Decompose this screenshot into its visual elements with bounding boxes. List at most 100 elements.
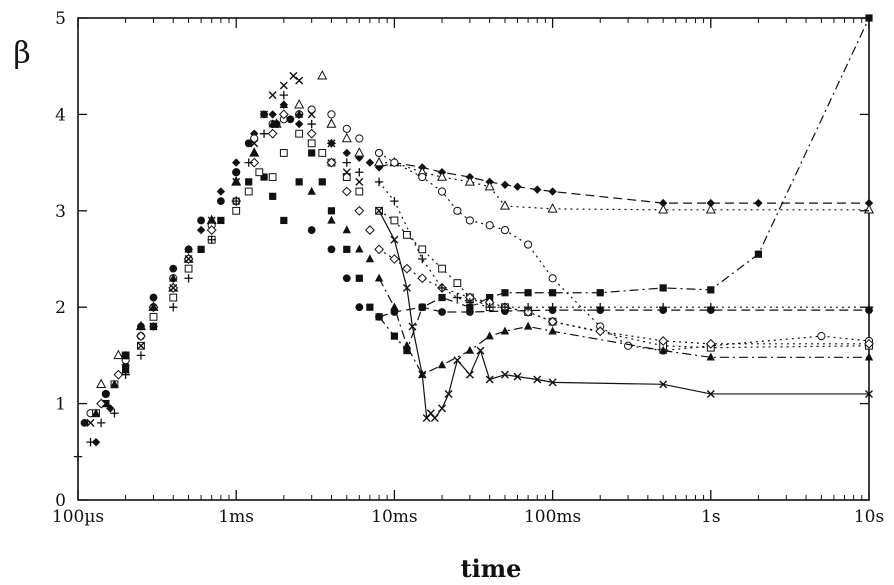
point-filled-triangle [149,302,158,311]
series-line [378,277,869,376]
point-open-circle [390,158,399,167]
y-tick-label: 4 [55,105,66,125]
y-tick-label: 5 [55,9,66,29]
point-open-diamond [389,254,400,264]
point-filled-square [366,303,374,311]
point-filled-triangle [279,100,289,108]
point-open-circle [500,225,510,235]
point-open-diamond [136,331,146,342]
point-filled-square [197,245,205,253]
point-open-square [453,279,462,288]
point-open-diamond [523,307,534,317]
point-open-square [149,312,158,321]
point-filled-triangle [184,244,193,253]
point-filled-square [596,289,604,297]
point-cross [136,341,145,350]
point-open-circle [307,105,316,114]
plot-frame-rect [77,17,870,501]
point-filled-triangle [250,148,259,157]
point-open-square [355,187,364,196]
series-plus [73,90,874,461]
point-filled-diamond [216,187,226,196]
series-line [378,210,869,420]
point-open-diamond [595,326,606,337]
point-open-diamond [278,109,289,120]
point-filled-triangle [465,345,475,354]
point-filled-diamond [268,110,277,119]
point-filled-diamond [706,198,715,208]
point-plus [453,293,462,302]
point-cross [268,91,277,100]
point-open-circle [548,274,557,283]
point-cross [706,389,715,398]
series-filled-square [102,14,873,408]
point-open-square [307,139,316,148]
point-open-triangle [341,132,352,143]
point-open-circle [342,124,351,133]
point-open-square [232,206,241,215]
point-open-triangle [705,204,716,214]
point-filled-diamond [658,198,668,208]
point-cross [513,372,522,381]
point-open-circle [453,206,462,215]
point-filled-square [269,192,277,200]
point-cross [865,389,873,398]
point-open-square [318,149,327,157]
point-open-diamond [705,338,716,349]
point-cross [86,418,95,427]
point-filled-diamond [91,437,101,447]
point-plus [465,298,475,307]
point-filled-circle [286,115,295,124]
series-line [378,181,869,308]
point-open-circle [623,341,633,350]
point-filled-square [217,216,225,225]
point-plus [485,303,494,312]
point-filled-square [524,289,532,297]
point-cross [207,216,216,225]
point-filled-diamond [548,187,557,196]
plot-frame [77,17,870,501]
point-cross [250,139,259,148]
point-filled-square [390,332,398,340]
point-filled-triangle [110,379,119,388]
point-plus [244,158,253,167]
point-filled-triangle [658,345,668,354]
point-filled-diamond [500,180,510,189]
point-open-diamond [547,316,558,327]
series-line [378,161,869,204]
point-open-diamond [267,128,278,139]
point-open-diamond [364,225,375,235]
point-filled-diamond [342,148,351,158]
point-open-triangle [354,147,365,157]
x-tick-label: 100ms [524,507,581,527]
point-filled-triangle [327,215,336,224]
point-open-triangle [294,98,305,109]
point-filled-diamond [365,158,375,167]
point-filled-square [308,149,316,157]
point-cross [438,404,447,413]
x-tick-label: 1ms [218,507,254,527]
y-tick-label: 3 [55,202,66,222]
point-cross [169,283,178,292]
point-filled-triangle [864,352,874,361]
series-cross [86,71,873,427]
point-open-square [390,216,399,225]
point-open-square [169,293,178,302]
point-plus [110,409,119,418]
point-open-triangle [326,118,337,128]
point-filled-circle [169,264,178,273]
point-filled-circle [232,168,241,177]
point-filled-diamond [232,158,241,167]
point-open-square [418,245,427,254]
point-plus [184,274,193,283]
y-axis-title: β [13,36,30,71]
point-filled-circle [197,216,206,225]
point-cross [408,322,417,331]
point-open-square [295,129,304,138]
series-line [378,210,870,349]
point-filled-diamond [754,198,763,208]
point-open-circle [327,110,336,119]
point-cross [485,375,494,384]
point-filled-square [501,289,509,297]
series-line [378,248,869,345]
